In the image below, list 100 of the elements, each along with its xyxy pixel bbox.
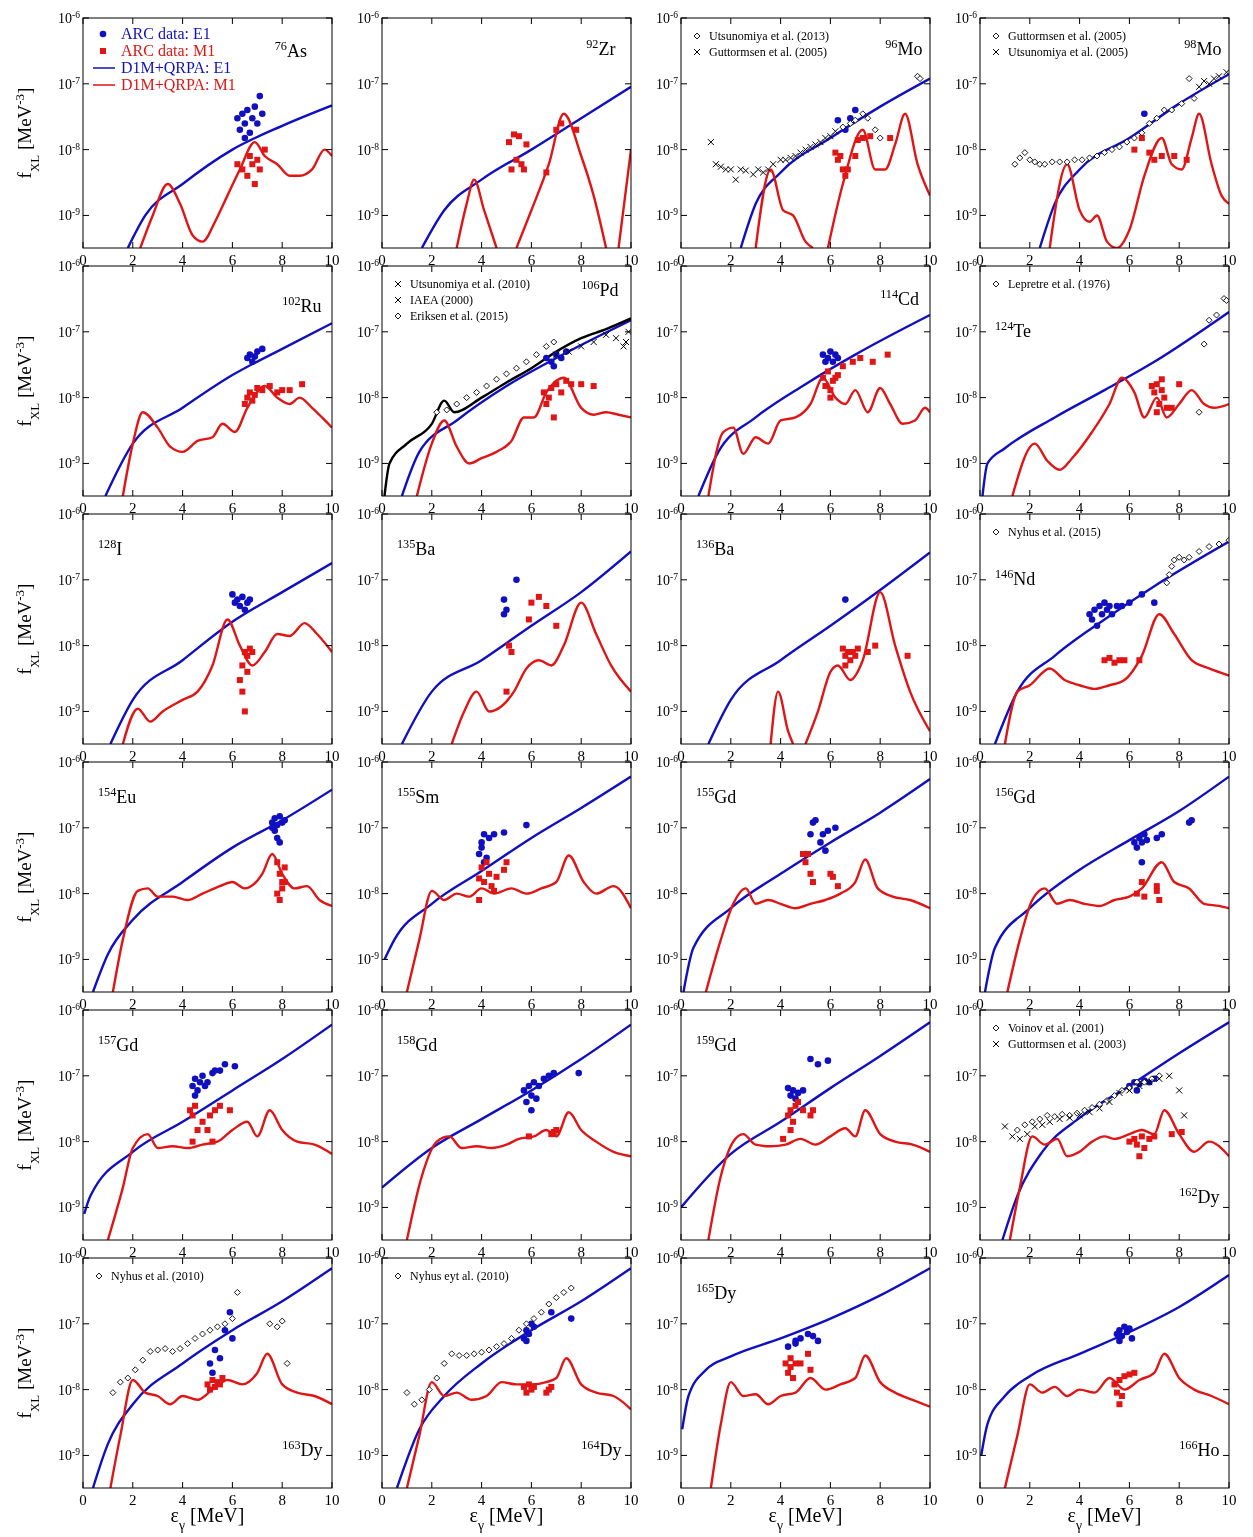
y-tick-label: 10$^{-9}$ [656, 207, 679, 224]
x-tick-label: 0 [976, 1244, 984, 1260]
x-tick-label: 2 [428, 996, 436, 1012]
x-tick-label: 8 [278, 500, 286, 516]
y-tick-label: 10$^{-7}$ [58, 323, 81, 340]
x-tick-label: 2 [428, 1244, 436, 1260]
x-tick-label: 0 [677, 500, 685, 516]
y-tick-label: 10$^{-7}$ [58, 819, 81, 836]
y-tick-label: 10$^{-9}$ [58, 455, 81, 472]
x-tick-label: 8 [876, 748, 884, 764]
x-tick-label: 2 [129, 1244, 137, 1260]
y-tick-label: 10$^{-8}$ [656, 637, 679, 654]
x-tick-label: 8 [278, 996, 286, 1012]
annotation: $^{155}$Gd [695, 785, 737, 808]
y-tick-label: 10$^{-7}$ [357, 75, 380, 92]
legend-label: Utsunomiya et al. (2005) [1008, 44, 1128, 59]
y-tick-label: 10$^{-6}$ [955, 1002, 978, 1018]
y-tick-label: 10$^{-8}$ [357, 389, 380, 406]
x-tick-label: 6 [1125, 500, 1134, 516]
legend-label: D1M+QRPA: M1 [121, 76, 236, 94]
y-tick-label: 10$^{-9}$ [357, 1199, 380, 1216]
annotation: $^{156}$Gd [994, 785, 1036, 808]
legend-label: Nyhus eyt al. (2010) [410, 1268, 509, 1283]
x-tick-label: 2 [1026, 748, 1034, 764]
x-tick-label: 4 [1075, 1244, 1084, 1260]
x-tick-label: 2 [129, 252, 137, 268]
x-tick-label: 10 [922, 996, 938, 1012]
x-tick-label: 2 [129, 996, 137, 1012]
x-tick-label: 10 [922, 1244, 938, 1260]
annotation: $^{136}$Ba [695, 537, 735, 560]
x-tick-label: 6 [826, 748, 835, 764]
x-tick-label: 8 [577, 1244, 585, 1260]
y-tick-label: 10$^{-7}$ [656, 323, 679, 340]
y-tick-label: 10$^{-9}$ [955, 1447, 978, 1464]
y-tick-label: 10$^{-8}$ [357, 1381, 380, 1398]
annotation: $^{155}$Sm [396, 785, 440, 808]
x-tick-label: 0 [378, 252, 386, 268]
x-tick-label: 8 [876, 500, 884, 516]
x-tick-label: 2 [129, 748, 137, 764]
x-tick-label: 0 [79, 1492, 87, 1508]
y-tick-label: 10$^{-7}$ [955, 571, 978, 588]
x-tick-label: 10 [324, 748, 340, 764]
x-tick-label: 10 [324, 1492, 340, 1508]
x-tick-label: 6 [527, 500, 536, 516]
y-tick-label: 10$^{-8}$ [656, 141, 679, 158]
y-tick-label: 10$^{-8}$ [955, 141, 978, 158]
annotation: $^{92}$Zr [586, 36, 616, 59]
y-tick-label: 10$^{-6}$ [656, 1002, 679, 1018]
y-tick-label: 10$^{-6}$ [357, 1002, 380, 1018]
y-tick-label: 10$^{-8}$ [58, 389, 81, 406]
annotation: $^{98}$Mo [1184, 36, 1222, 59]
y-tick-label: 10$^{-6}$ [357, 258, 380, 274]
y-tick-label: 10$^{-8}$ [58, 1381, 81, 1398]
y-tick-label: 10$^{-8}$ [656, 1133, 679, 1150]
x-tick-label: 10 [324, 996, 340, 1012]
y-tick-label: 10$^{-6}$ [955, 754, 978, 770]
x-tick-label: 2 [129, 1492, 137, 1508]
x-tick-label: 6 [228, 996, 237, 1012]
annotation: $^{162}$Dy [1179, 1185, 1220, 1208]
x-tick-label: 4 [477, 1244, 486, 1260]
x-tick-label: 6 [826, 500, 835, 516]
x-tick-label: 0 [677, 1244, 685, 1260]
y-tick-label: 10$^{-7}$ [955, 1315, 978, 1332]
x-tick-label: 2 [129, 500, 137, 516]
x-tick-label: 0 [378, 996, 386, 1012]
x-tick-label: 6 [1125, 748, 1134, 764]
x-tick-label: 10 [1221, 500, 1237, 516]
x-tick-label: 0 [677, 748, 685, 764]
x-tick-label: 0 [677, 996, 685, 1012]
y-tick-label: 10$^{-9}$ [656, 1447, 679, 1464]
x-tick-label: 0 [79, 500, 87, 516]
y-tick-label: 10$^{-7}$ [357, 323, 380, 340]
y-tick-label: 10$^{-8}$ [955, 637, 978, 654]
y-tick-label: 10$^{-9}$ [955, 207, 978, 224]
x-tick-label: 0 [976, 1492, 984, 1508]
legend-label: D1M+QRPA: E1 [121, 59, 232, 77]
x-tick-label: 0 [976, 500, 984, 516]
annotation: $^{164}$Dy [581, 1437, 622, 1460]
y-tick-label: 10$^{-8}$ [656, 885, 679, 902]
legend-label: Utsunomiya et al. (2010) [410, 276, 530, 291]
y-tick-label: 10$^{-8}$ [955, 1381, 978, 1398]
x-tick-label: 4 [178, 1244, 187, 1260]
annotation: $^{135}$Ba [396, 537, 436, 560]
y-tick-label: 10$^{-8}$ [357, 637, 380, 654]
legend-label: Guttormsen et al. (2003) [1008, 1036, 1126, 1051]
x-tick-label: 0 [976, 996, 984, 1012]
x-tick-label: 8 [1175, 1244, 1183, 1260]
x-tick-label: 8 [1175, 1492, 1183, 1508]
x-tick-label: 6 [527, 1244, 536, 1260]
y-tick-label: 10$^{-6}$ [955, 10, 978, 26]
x-tick-label: 10 [623, 748, 639, 764]
annotation: $^{154}$Eu [97, 785, 137, 808]
x-tick-label: 0 [677, 252, 685, 268]
y-tick-label: 10$^{-6}$ [656, 506, 679, 522]
y-tick-label: 10$^{-9}$ [357, 455, 380, 472]
x-tick-label: 4 [178, 996, 187, 1012]
x-tick-label: 8 [278, 748, 286, 764]
y-tick-label: 10$^{-8}$ [357, 1133, 380, 1150]
x-tick-label: 10 [1221, 996, 1237, 1012]
x-tick-label: 8 [577, 252, 585, 268]
